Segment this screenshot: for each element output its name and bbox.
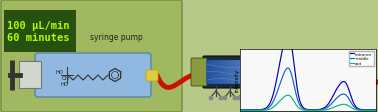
Circle shape [251, 96, 255, 100]
Circle shape [287, 96, 291, 100]
Circle shape [209, 96, 213, 100]
FancyBboxPatch shape [317, 58, 333, 86]
Circle shape [237, 96, 241, 100]
Text: HO: HO [60, 82, 68, 87]
Y-axis label: intensity: intensity [234, 69, 239, 92]
Text: HO: HO [55, 69, 63, 74]
Text: 100 μL/min: 100 μL/min [7, 21, 70, 31]
Bar [4, 11, 76, 53]
Circle shape [223, 96, 227, 100]
Circle shape [233, 96, 237, 100]
FancyBboxPatch shape [146, 70, 158, 81]
Text: 60 minutes: 60 minutes [7, 33, 70, 43]
Circle shape [261, 96, 265, 100]
Circle shape [301, 96, 305, 100]
Bar [19, 61, 41, 88]
FancyBboxPatch shape [35, 54, 151, 97]
FancyBboxPatch shape [1, 1, 182, 112]
Text: OH: OH [62, 76, 70, 81]
FancyBboxPatch shape [191, 58, 207, 86]
Circle shape [247, 96, 251, 100]
Circle shape [291, 96, 295, 100]
Text: syringe pump: syringe pump [90, 33, 143, 42]
FancyBboxPatch shape [203, 56, 321, 88]
Circle shape [277, 96, 281, 100]
Circle shape [219, 96, 223, 100]
Legend: entrance, middle, exit: entrance, middle, exit [349, 51, 374, 67]
